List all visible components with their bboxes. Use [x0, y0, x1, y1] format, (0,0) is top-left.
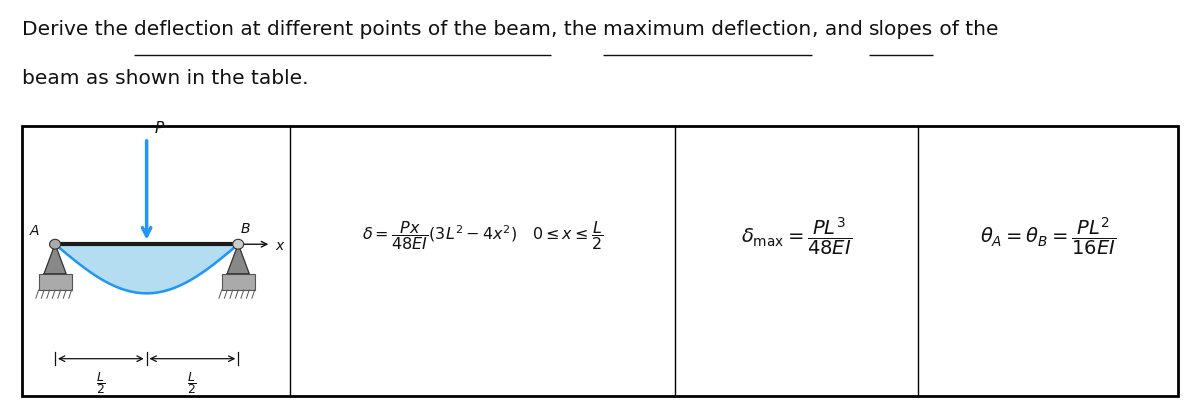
Polygon shape — [227, 244, 250, 274]
Text: $\dfrac{L}{2}$: $\dfrac{L}{2}$ — [187, 370, 197, 396]
Text: $\delta = \dfrac{Px}{48EI}(3L^2 - 4x^2) \quad 0 \leq x \leq \dfrac{L}{2}$: $\delta = \dfrac{Px}{48EI}(3L^2 - 4x^2) … — [362, 219, 604, 253]
Text: of the: of the — [934, 20, 998, 39]
Text: $B$: $B$ — [240, 222, 251, 236]
Text: deflection at different points of the beam: deflection at different points of the be… — [134, 20, 551, 39]
Bar — [222, 274, 254, 290]
Bar — [38, 274, 72, 290]
Text: $A$: $A$ — [29, 224, 41, 238]
Circle shape — [233, 239, 244, 249]
Polygon shape — [44, 244, 66, 274]
Text: beam as shown in the table.: beam as shown in the table. — [22, 70, 308, 89]
Circle shape — [49, 239, 60, 249]
Text: , the: , the — [551, 20, 604, 39]
Text: $x$: $x$ — [275, 239, 286, 253]
Bar — [22, 126, 1178, 396]
Text: $P$: $P$ — [154, 120, 166, 136]
Text: $\theta_A = \theta_B = \dfrac{PL^2}{16EI}$: $\theta_A = \theta_B = \dfrac{PL^2}{16EI… — [980, 215, 1116, 257]
Text: maximum deflection: maximum deflection — [604, 20, 811, 39]
Text: $\delta_{\mathrm{max}} = \dfrac{PL^3}{48EI}$: $\delta_{\mathrm{max}} = \dfrac{PL^3}{48… — [742, 215, 852, 257]
Text: slopes: slopes — [869, 20, 934, 39]
Text: Derive the: Derive the — [22, 20, 134, 39]
Text: $\dfrac{L}{2}$: $\dfrac{L}{2}$ — [96, 370, 106, 396]
Text: , and: , and — [811, 20, 869, 39]
